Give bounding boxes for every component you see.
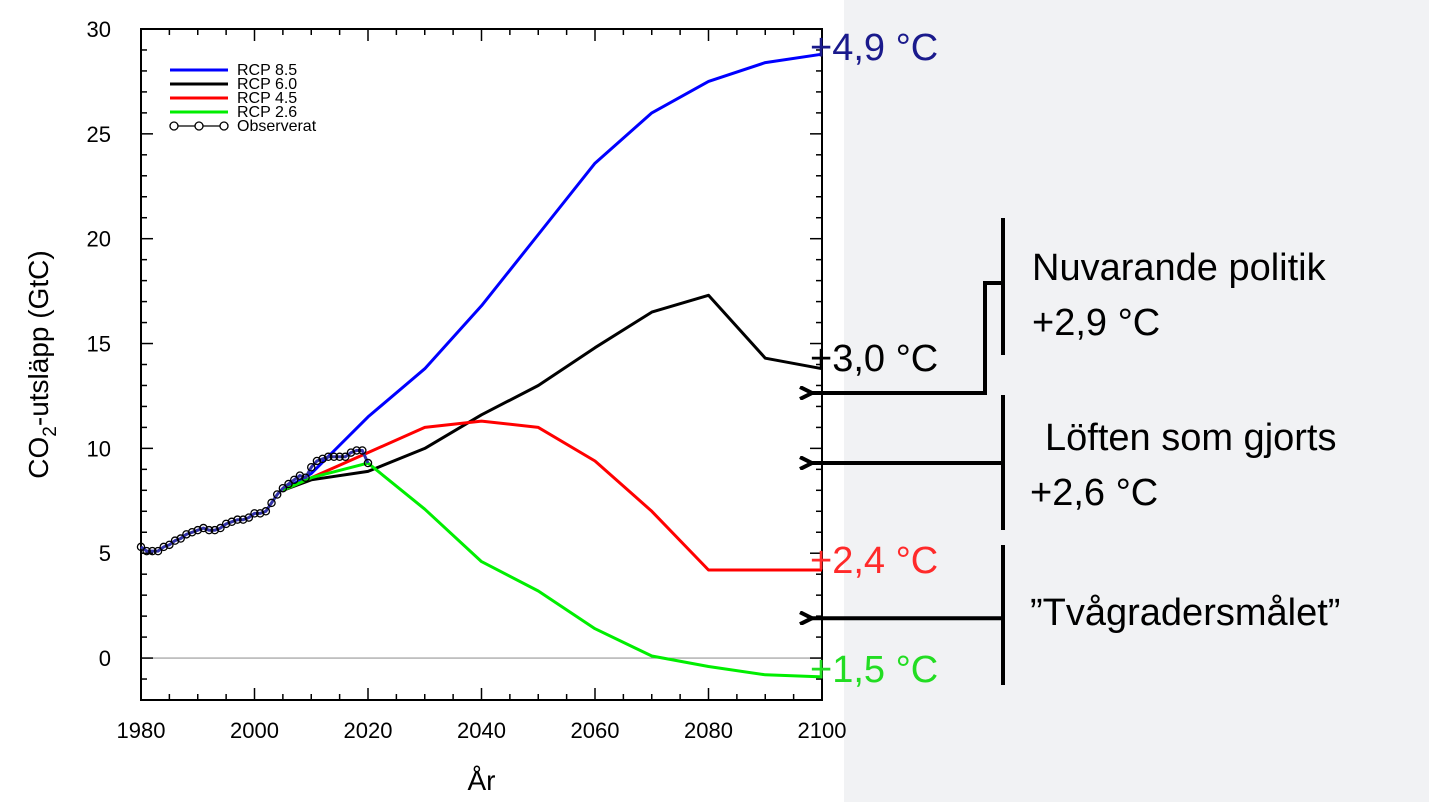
- current-policy-temp: +2,9 °C: [1032, 302, 1160, 344]
- legend-observed-marker: [169, 121, 179, 131]
- observed-point: [358, 446, 367, 455]
- y-tick-label: 25: [87, 122, 111, 147]
- legend-label: RCP 2.6: [237, 104, 297, 121]
- x-tick-label: 2080: [684, 718, 733, 743]
- observed-point: [278, 483, 288, 493]
- temperature-label: +1,5 °C: [810, 649, 938, 691]
- observed-point: [301, 473, 310, 482]
- observed-point: [250, 509, 259, 518]
- observed-point: [244, 513, 254, 522]
- temperature-labels: +4,9 °C +3,0 °C +2,4 °C +1,5 °C: [810, 27, 938, 691]
- observed-point: [204, 525, 214, 535]
- y-tick-label: 5: [99, 541, 111, 566]
- observed-point: [284, 479, 293, 489]
- observed-point: [295, 471, 305, 480]
- observed-point: [142, 546, 151, 556]
- current-policy-arrow: [812, 281, 1003, 393]
- observed-point: [312, 456, 322, 466]
- observed-point: [216, 523, 225, 533]
- observed-point: [255, 509, 265, 518]
- x-axis-title: År: [468, 765, 496, 796]
- legend-observed-marker: [194, 121, 204, 131]
- legend-label: RCP 4.5: [237, 90, 297, 107]
- observed-point: [267, 498, 276, 508]
- observed-point: [341, 452, 350, 462]
- x-tick-label: 2000: [230, 718, 279, 743]
- x-tick-label: 2100: [798, 718, 847, 743]
- policy-annotations: Nuvarande politik +2,9 °C Löften som gjort…: [812, 218, 1340, 685]
- observed-point: [261, 507, 271, 516]
- observed-point: [318, 454, 327, 464]
- observed-point: [176, 534, 185, 543]
- y-axis-title: CO2-utsläpp (GtC): [23, 250, 61, 478]
- x-tick-label: 2020: [344, 718, 393, 743]
- series-line-rcp-4-5: [282, 419, 822, 572]
- observed-point: [187, 528, 197, 537]
- observed-point: [272, 490, 282, 499]
- current-policy-label: Nuvarande politik: [1032, 247, 1327, 289]
- legend-label: RCP 6.0: [237, 76, 297, 93]
- series-line-rcp-6-0: [282, 293, 823, 492]
- observed-point: [227, 517, 237, 527]
- observed-point: [199, 523, 208, 533]
- temperature-label: +2,4 °C: [810, 540, 938, 582]
- legend-label: RCP 8.5: [237, 62, 297, 79]
- observed-point: [136, 542, 146, 552]
- plot-area: 1980 2000 2020 2040 2060 2080 2100 0 5 10 15 20 25 30…: [23, 17, 846, 796]
- observed-point: [148, 546, 157, 556]
- observed-point: [165, 540, 174, 550]
- observed-point: [324, 452, 333, 462]
- legend-label: Observerat: [237, 118, 317, 135]
- observed-point: [335, 452, 344, 462]
- legend-observed-marker: [219, 121, 229, 131]
- observed-point: [221, 519, 231, 529]
- observed-point: [238, 515, 248, 524]
- observed-point: [153, 546, 163, 556]
- observed-point: [210, 525, 220, 535]
- y-tick-label: 0: [99, 646, 111, 671]
- temperature-label: +4,9 °C: [810, 27, 938, 69]
- observed-point: [329, 452, 339, 462]
- x-tick-label: 1980: [117, 718, 166, 743]
- series-line-rcp-8-5: [282, 52, 823, 492]
- x-tick-label: 2040: [457, 718, 506, 743]
- observed-point: [346, 448, 356, 457]
- observed-point: [170, 536, 180, 545]
- observed-point: [182, 530, 191, 539]
- pledges-temp: +2,6 °C: [1030, 472, 1158, 514]
- y-tick-label: 10: [87, 436, 111, 461]
- pledges-label: Löften som gjorts: [1045, 417, 1336, 459]
- observed-line: [140, 449, 370, 553]
- observed-point: [193, 525, 202, 535]
- two-degree-label: ”Tvågradersmålet”: [1030, 592, 1340, 634]
- x-tick-label: 2060: [571, 718, 620, 743]
- temperature-label: +3,0 °C: [810, 338, 938, 380]
- y-tick-label: 20: [87, 227, 111, 252]
- y-tick-label: 30: [87, 17, 111, 42]
- observed-point: [363, 458, 373, 468]
- y-tick-label: 15: [87, 332, 111, 357]
- observed-point: [306, 462, 316, 472]
- observed-point: [159, 542, 168, 552]
- observed-point: [352, 446, 361, 455]
- annotation-panel-background: [844, 0, 1429, 802]
- observed-point: [289, 475, 299, 485]
- observed-point: [233, 515, 242, 524]
- series-line-rcp-2-6: [282, 461, 823, 679]
